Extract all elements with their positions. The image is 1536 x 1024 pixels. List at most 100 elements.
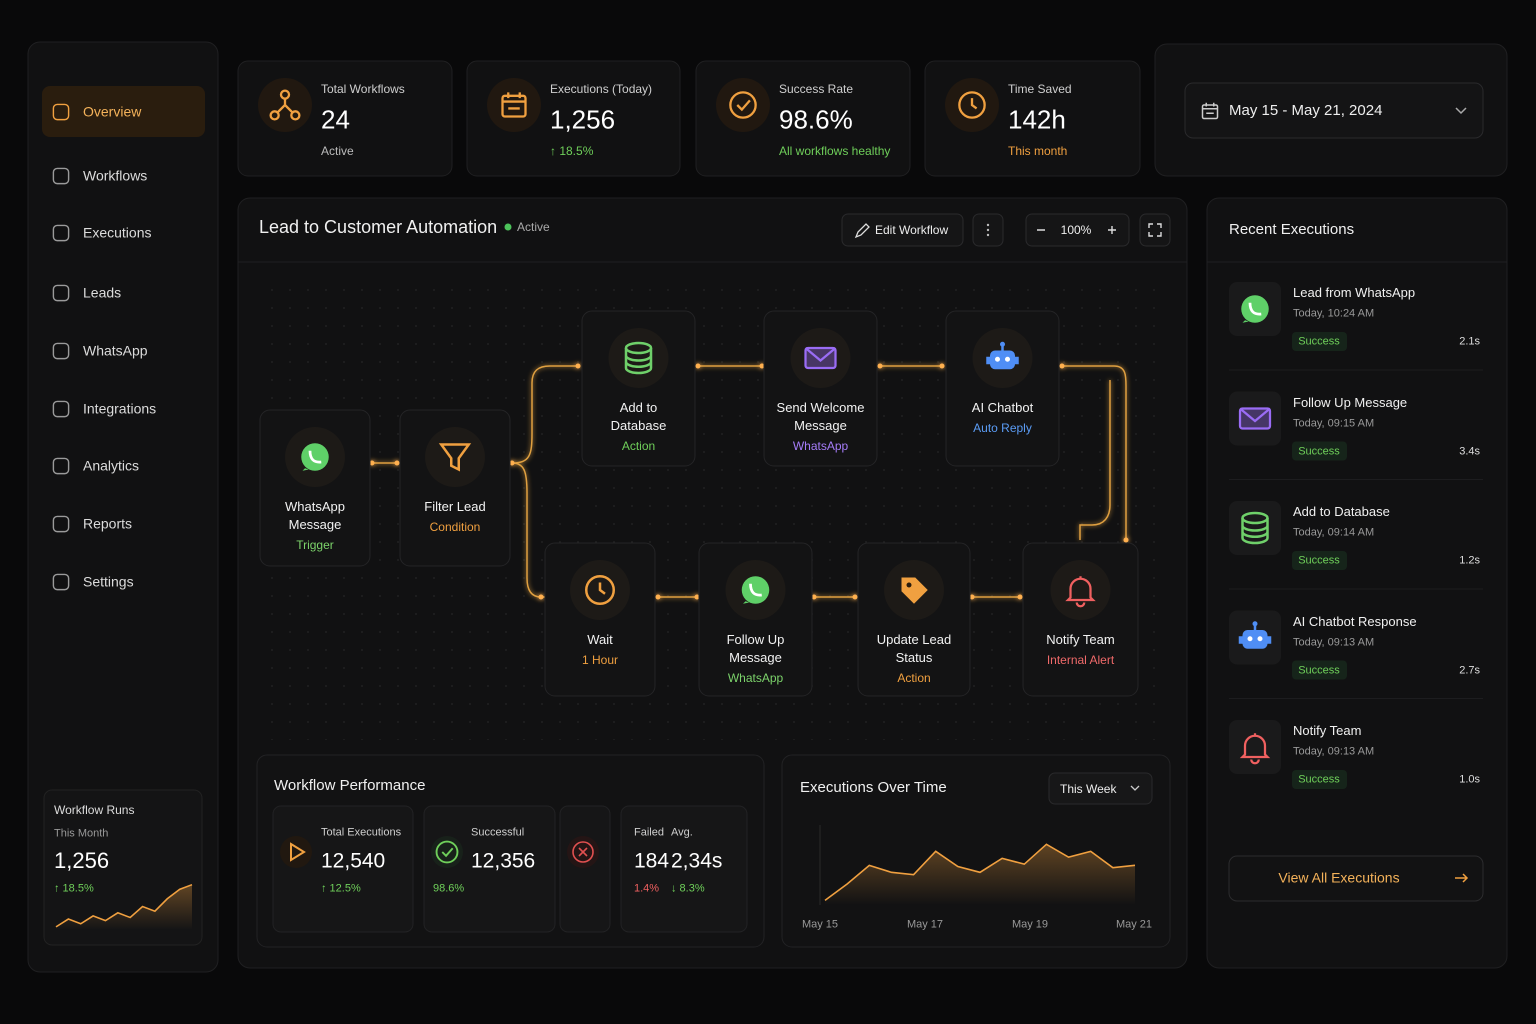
node[interactable]: Filter Lead Condition — [415, 498, 495, 534]
icon-bg — [716, 78, 770, 132]
label[interactable]: Lead from WhatsApp — [1293, 285, 1416, 301]
badge — [1292, 332, 1347, 351]
glyph — [572, 841, 594, 863]
label: 2.7s — [1459, 663, 1480, 676]
glyph — [1015, 356, 1019, 365]
glyph — [502, 92, 526, 110]
arrow — [1455, 873, 1469, 883]
icon — [52, 573, 70, 591]
label: This month — [1008, 143, 1068, 158]
icon — [804, 346, 837, 370]
icon — [269, 89, 301, 121]
node[interactable]: Add to Database Action — [599, 399, 679, 453]
label: This Month — [54, 827, 109, 840]
label: Failed — [634, 826, 664, 839]
glyph — [52, 167, 70, 185]
label[interactable]: This Week — [1060, 781, 1117, 796]
label[interactable]: May 15 - May 21, 2024 — [1229, 102, 1383, 119]
icon — [52, 342, 70, 360]
range-select[interactable] — [1048, 772, 1153, 805]
node-title: WhatsApp Message — [285, 499, 345, 532]
area — [825, 844, 1135, 905]
node-subtitle: Internal Alert — [1046, 653, 1115, 667]
node[interactable]: Notify Team Internal Alert — [1041, 631, 1121, 667]
node[interactable]: AI Chatbot Auto Reply — [963, 399, 1043, 435]
icon-bg — [790, 328, 851, 388]
icon — [52, 400, 70, 418]
glyph — [1238, 636, 1243, 644]
label[interactable]: Edit Workflow — [875, 222, 949, 237]
nav-item[interactable]: WhatsApp — [83, 342, 148, 359]
label: Today, 09:13 AM — [1293, 635, 1375, 648]
label: Total Executions — [321, 826, 402, 839]
label: Today, 10:24 AM — [1293, 307, 1375, 320]
label: 1,256 — [550, 104, 616, 135]
date-box[interactable] — [1184, 82, 1484, 139]
glyph — [302, 468, 309, 471]
nav-item[interactable]: Reports — [83, 515, 133, 532]
label: Success — [1298, 773, 1340, 786]
glyph — [741, 576, 770, 604]
view-all-button[interactable] — [1228, 855, 1484, 902]
icon — [52, 167, 70, 185]
label: Active — [321, 143, 354, 158]
glyph — [1005, 356, 1010, 362]
label: Workflow Runs — [54, 802, 135, 817]
x-tick-label: May 21 — [1115, 918, 1153, 931]
label: 1.0s — [1459, 773, 1480, 786]
nav-item[interactable]: Analytics — [83, 457, 140, 474]
label: Time Saved — [1008, 81, 1072, 96]
label[interactable]: Notify Team — [1293, 723, 1362, 739]
node-subtitle: Condition — [429, 520, 481, 534]
label: Today, 09:14 AM — [1293, 526, 1375, 539]
connector-dots — [369, 363, 1129, 600]
icon-bg — [1050, 560, 1111, 620]
glyph — [52, 400, 70, 418]
glyph — [301, 443, 329, 471]
nav-item[interactable]: Workflows — [83, 167, 148, 184]
icon-box — [1229, 391, 1281, 446]
label: 2,34s — [671, 849, 723, 873]
x-tick-label: May 17 — [906, 918, 944, 931]
glyph — [1239, 733, 1271, 765]
node[interactable]: Wait 1 Hour — [560, 631, 640, 667]
connectors — [372, 365, 1127, 598]
node[interactable]: Update Lead Status Action — [874, 631, 954, 685]
node[interactable]: Follow Up Message WhatsApp — [716, 631, 796, 685]
x-tick-label: May 19 — [1011, 918, 1049, 931]
icon — [741, 576, 770, 604]
nav-item[interactable]: Leads — [83, 284, 122, 301]
label[interactable]: Add to Database — [1293, 504, 1390, 520]
label: 98.6% — [433, 882, 465, 895]
icon — [52, 457, 70, 475]
glyph — [804, 347, 837, 362]
nav-item[interactable]: Settings — [83, 573, 134, 590]
nav-item[interactable]: Integrations — [83, 400, 157, 417]
label: Success — [1298, 335, 1340, 348]
glyph — [986, 356, 990, 365]
toolbar[interactable] — [841, 213, 1171, 247]
label: 1.4% — [634, 882, 660, 895]
label[interactable]: Follow Up Message — [1293, 394, 1408, 410]
glyph — [1267, 636, 1272, 644]
node[interactable]: WhatsApp Message Trigger — [275, 498, 355, 552]
glyph — [1202, 102, 1218, 114]
glyph — [624, 348, 653, 375]
label: 98.6% — [779, 104, 853, 135]
glyph — [438, 443, 472, 472]
label: 12,540 — [321, 849, 386, 873]
icon — [435, 840, 459, 864]
label[interactable]: View All Executions — [1278, 869, 1400, 886]
nav-item[interactable]: Overview — [83, 103, 142, 120]
icon — [290, 842, 306, 862]
label: 1,256 — [54, 847, 110, 873]
label: 2.1s — [1459, 335, 1480, 348]
status-dot — [504, 223, 512, 231]
node-title: Follow Up Message — [726, 632, 785, 665]
icon — [52, 515, 70, 533]
label[interactable]: AI Chatbot Response — [1293, 613, 1417, 629]
node[interactable]: Send Welcome Message WhatsApp — [773, 399, 868, 453]
nav-item[interactable]: Executions — [83, 224, 152, 241]
